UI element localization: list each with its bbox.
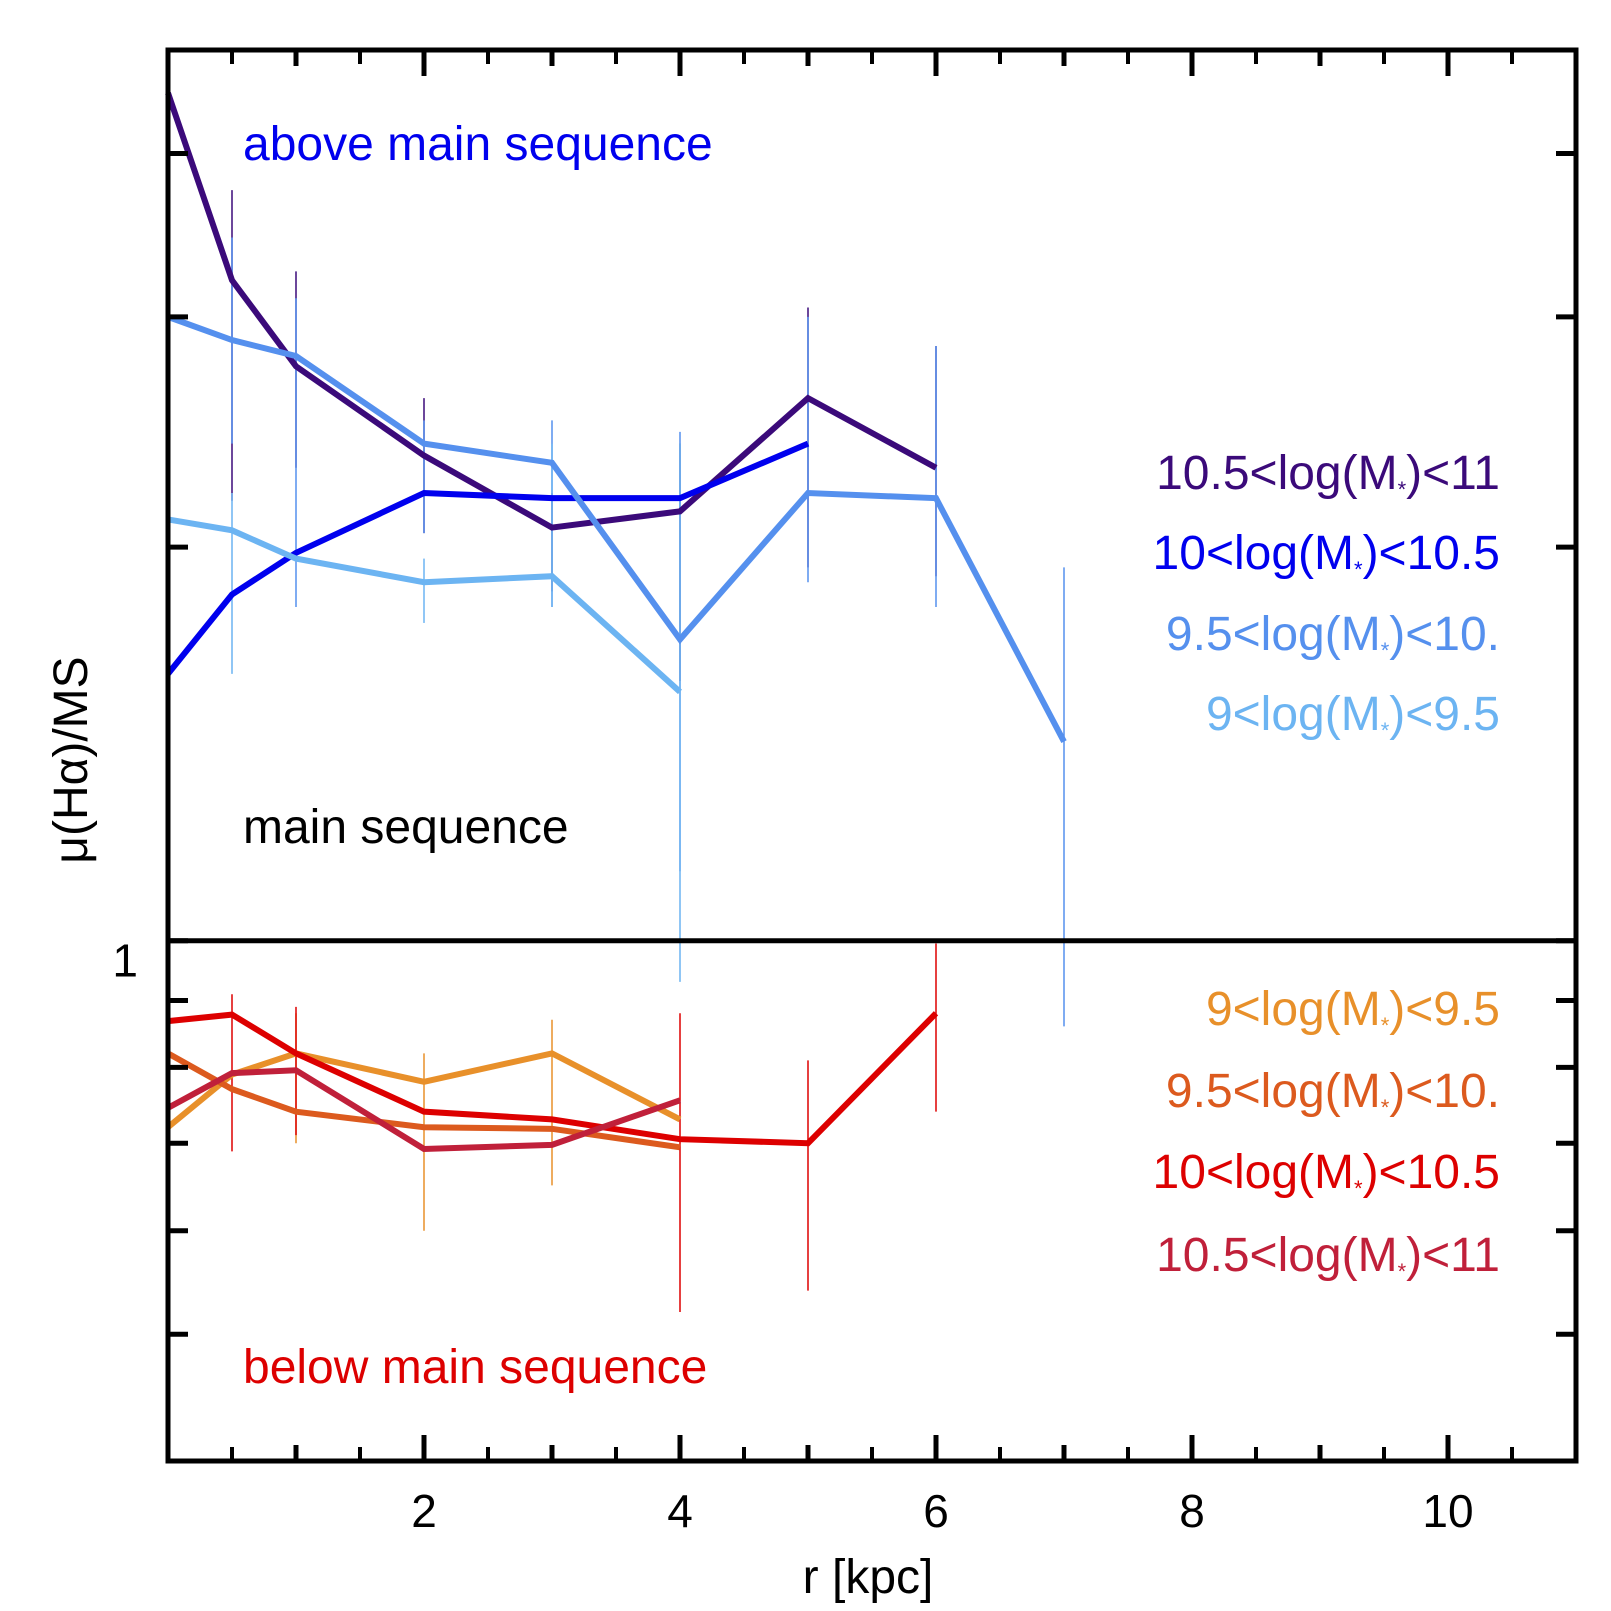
legend-below-3: 10.5<log(M*)<11: [1156, 1229, 1500, 1284]
legend-above-0: 10.5<log(M*)<11: [1156, 447, 1500, 502]
y-axis-label: μ(Hα)/MS: [45, 656, 98, 863]
legend-above-1: 10<log(M*)<10.5: [1153, 527, 1500, 582]
series-line-above-0: [165, 92, 938, 531]
legend: 10.5<log(M*)<11 10<log(M*)<10.5 9.5<log(M*…: [1153, 447, 1500, 1284]
annotation-main-sequence: main sequence: [243, 801, 569, 854]
x-tick-label-8: 8: [1179, 1485, 1205, 1537]
x-tick-label-10: 10: [1422, 1485, 1473, 1537]
annotation-below-main-sequence: below main sequence: [243, 1341, 707, 1394]
series-line-below-2: [167, 1011, 939, 1147]
series-line-above-2: [166, 314, 1067, 743]
x-tick-label-2: 2: [411, 1485, 437, 1537]
series-line-above-3: [167, 516, 683, 695]
legend-below-1: 9.5<log(M*)<10.: [1166, 1065, 1500, 1120]
x-tick-label-6: 6: [923, 1485, 949, 1537]
legend-below-0: 9<log(M*)<9.5: [1206, 983, 1500, 1038]
annotation-above-main-sequence: above main sequence: [243, 118, 713, 171]
axes: 2 4 6 8 10 1: [112, 47, 1579, 1537]
legend-above-2: 9.5<log(M*)<10.: [1166, 608, 1500, 663]
x-tick-label-4: 4: [667, 1485, 693, 1537]
series-line-below-1: [166, 1050, 681, 1151]
legend-above-3: 9<log(M*)<9.5: [1206, 688, 1500, 743]
series-line-above-1: [165, 440, 810, 676]
series-line-below-3: [166, 1067, 681, 1152]
legend-below-2: 10<log(M*)<10.5: [1153, 1146, 1500, 1201]
x-axis-label: r [kpc]: [803, 1551, 934, 1604]
y-tick-label-1: 1: [112, 935, 138, 987]
series-lines: [165, 92, 1067, 1152]
